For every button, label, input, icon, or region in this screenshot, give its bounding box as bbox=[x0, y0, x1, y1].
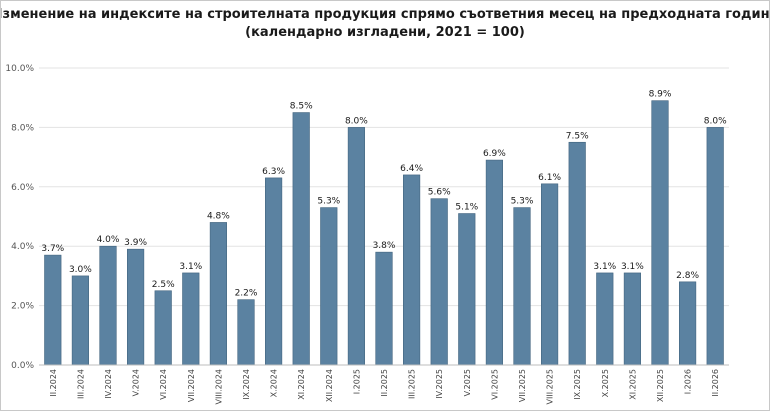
bar bbox=[623, 272, 641, 366]
x-tick-label: II.2025 bbox=[380, 369, 389, 397]
x-axis-tick-labels: II.2024 III.2024 IV.2024 V.2024 VI.2024 VII.2… bbox=[49, 369, 720, 404]
data-label: 2.2% bbox=[235, 289, 258, 299]
x-tick-label: II.2026 bbox=[711, 369, 720, 397]
y-tick-label: 10.0% bbox=[5, 64, 34, 74]
bar bbox=[485, 159, 503, 366]
bar bbox=[154, 290, 172, 366]
data-labels: 3.7% 3.0% 4.0% 3.9% 2.5% 3.1% 4.8% 2.2% 6.3% 8.5%… bbox=[41, 90, 727, 299]
data-label: 6.9% bbox=[483, 149, 506, 159]
bar bbox=[706, 127, 724, 366]
bar bbox=[237, 299, 255, 366]
data-label: 3.7% bbox=[41, 244, 64, 254]
x-tick-label: VII.2024 bbox=[187, 369, 196, 402]
x-tick-label: XI.2024 bbox=[297, 369, 306, 400]
data-label: 2.8% bbox=[676, 271, 699, 281]
bar bbox=[99, 245, 117, 366]
x-tick-label: I.2026 bbox=[684, 369, 693, 394]
bar bbox=[458, 213, 476, 366]
x-tick-label: X.2024 bbox=[270, 369, 279, 397]
y-tick-label: 8.0% bbox=[11, 123, 34, 133]
bar bbox=[568, 141, 586, 366]
data-label: 6.3% bbox=[262, 167, 285, 177]
bar bbox=[541, 183, 559, 366]
x-tick-label: VI.2024 bbox=[159, 369, 168, 400]
x-tick-label: VI.2025 bbox=[490, 369, 499, 400]
x-tick-label: VIII.2025 bbox=[546, 369, 555, 404]
data-label: 6.4% bbox=[400, 164, 423, 174]
x-tick-label: VII.2025 bbox=[518, 369, 527, 402]
bar bbox=[320, 207, 338, 366]
bar bbox=[596, 272, 614, 366]
bar bbox=[403, 174, 421, 366]
data-label: 8.9% bbox=[649, 90, 672, 100]
x-tick-label: IV.2025 bbox=[435, 369, 444, 399]
y-tick-label: 2.0% bbox=[11, 302, 34, 312]
data-label: 3.8% bbox=[373, 241, 396, 251]
x-tick-label: XII.2025 bbox=[656, 369, 665, 402]
x-tick-label: V.2025 bbox=[463, 369, 472, 396]
x-tick-label: XII.2024 bbox=[325, 369, 334, 402]
y-tick-label: 0.0% bbox=[11, 361, 34, 371]
data-label: 4.0% bbox=[97, 235, 120, 245]
chart-title-line-1: Изменение на индексите на строителната п… bbox=[1, 7, 769, 22]
x-tick-label: IV.2024 bbox=[104, 369, 113, 399]
bar bbox=[651, 100, 669, 366]
x-tick-label: IX.2024 bbox=[242, 369, 251, 400]
bar bbox=[182, 272, 200, 366]
x-tick-label: V.2024 bbox=[132, 369, 141, 396]
x-tick-label: XI.2025 bbox=[628, 369, 637, 400]
data-label: 5.3% bbox=[511, 197, 534, 207]
bar bbox=[375, 251, 393, 366]
bar bbox=[292, 112, 310, 366]
data-label: 5.1% bbox=[455, 203, 478, 213]
bar bbox=[347, 127, 365, 366]
data-label: 3.1% bbox=[621, 262, 644, 272]
data-label: 3.9% bbox=[124, 238, 147, 248]
data-label: 3.1% bbox=[179, 262, 202, 272]
x-tick-label: VIII.2024 bbox=[214, 369, 223, 404]
x-tick-label: III.2025 bbox=[408, 369, 417, 399]
chart-title: Изменение на индексите на строителната п… bbox=[1, 7, 769, 40]
bar bbox=[127, 248, 145, 366]
bar bbox=[430, 198, 448, 366]
y-tick-label: 4.0% bbox=[11, 242, 34, 252]
gridlines bbox=[39, 67, 729, 307]
bar bbox=[679, 281, 697, 366]
data-label: 5.3% bbox=[317, 197, 340, 207]
data-label: 3.1% bbox=[593, 262, 616, 272]
y-tick-label: 6.0% bbox=[11, 183, 34, 193]
data-label: 8.5% bbox=[290, 102, 313, 112]
x-tick-label: II.2024 bbox=[49, 369, 58, 397]
chart-title-line-2: (календарно изгладени, 2021 = 100) bbox=[245, 25, 525, 40]
bar bbox=[265, 177, 283, 366]
x-tick-label: IX.2025 bbox=[573, 369, 582, 400]
data-label: 4.8% bbox=[207, 211, 230, 221]
data-label: 2.5% bbox=[152, 280, 175, 290]
bar bbox=[44, 254, 62, 366]
x-tick-label: X.2025 bbox=[601, 369, 610, 397]
data-label: 8.0% bbox=[345, 116, 368, 126]
data-label: 5.6% bbox=[428, 188, 451, 198]
bars bbox=[44, 100, 724, 366]
bar bbox=[71, 275, 89, 366]
x-tick-label: I.2025 bbox=[352, 369, 361, 394]
data-label: 3.0% bbox=[69, 265, 92, 275]
y-axis-tick-labels: 0.0% 2.0% 4.0% 6.0% 8.0% 10.0% bbox=[5, 64, 34, 371]
data-label: 6.1% bbox=[538, 173, 561, 183]
bar bbox=[513, 207, 531, 366]
data-label: 7.5% bbox=[566, 131, 589, 141]
x-tick-label: III.2024 bbox=[76, 369, 85, 399]
data-label: 8.0% bbox=[704, 116, 727, 126]
bar bbox=[209, 222, 227, 366]
